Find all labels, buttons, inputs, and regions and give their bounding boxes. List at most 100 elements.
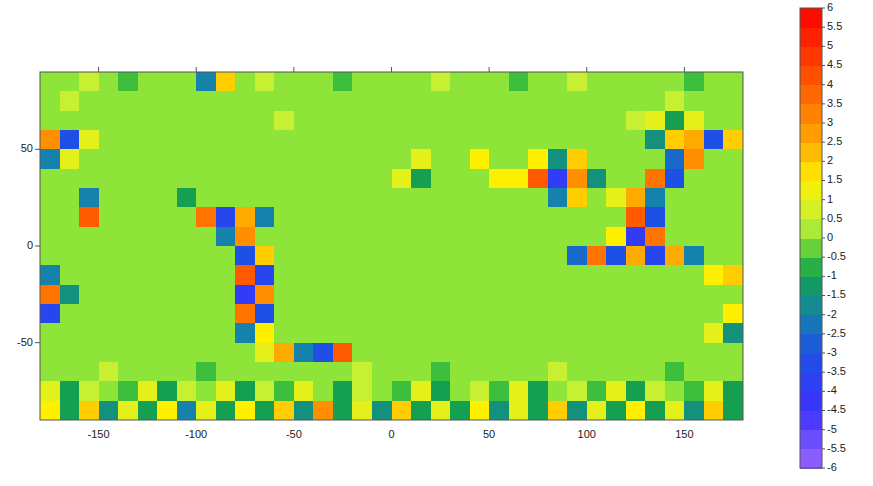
heatmap-cell [313,169,333,189]
heatmap-cell [60,401,80,420]
colorbar-band [800,200,822,220]
heatmap-cell [177,343,197,363]
heatmap-cell [587,72,607,92]
heatmap-cell [99,188,119,208]
heatmap-cell [470,111,490,131]
heatmap-cell [704,304,724,324]
heatmap-cell [138,362,158,382]
heatmap-cell [118,149,138,169]
heatmap-cell [216,323,236,343]
heatmap-cell [470,91,490,111]
heatmap-cell [196,72,216,92]
heatmap-cell [528,111,548,131]
heatmap-cell [567,130,587,150]
heatmap-cell [567,401,587,420]
heatmap-cell [548,130,568,150]
heatmap-cell [470,265,490,285]
heatmap-cell [665,381,685,401]
heatmap-cell [79,111,99,131]
heatmap-cell [352,188,372,208]
heatmap-cell [138,111,158,131]
heatmap-cell [626,91,646,111]
heatmap-cell [723,246,743,266]
heatmap-cell [626,362,646,382]
heatmap-cell [255,362,275,382]
heatmap-cell [723,188,743,208]
x-tick-label: -150 [88,428,110,440]
heatmap-cell [723,130,743,150]
heatmap-cell [548,362,568,382]
heatmap-cell [157,72,177,92]
heatmap-cell [470,362,490,382]
heatmap-cell [548,169,568,189]
heatmap-cell [645,323,665,343]
heatmap-cell [352,401,372,420]
heatmap-cell [567,91,587,111]
heatmap-cell [665,362,685,382]
heatmap-cell [333,343,353,363]
heatmap-cell [489,111,509,131]
heatmap-cell [489,362,509,382]
heatmap-cell [40,111,60,131]
heatmap-cell [294,362,314,382]
heatmap-cell [255,285,275,305]
heatmap-cell [450,149,470,169]
heatmap-cell [235,130,255,150]
heatmap-cell [333,188,353,208]
heatmap-cell [431,72,451,92]
heatmap-cell [684,265,704,285]
heatmap-cell [99,343,119,363]
heatmap-cell [528,381,548,401]
heatmap-cell [196,227,216,247]
heatmap-cell [723,265,743,285]
heatmap-cell [333,246,353,266]
heatmap-cell [157,227,177,247]
heatmap-cell [548,227,568,247]
heatmap-cell [196,323,216,343]
heatmap-cell [40,362,60,382]
colorbar-tick [822,199,825,200]
heatmap-cell [372,207,392,227]
heatmap-cell [274,304,294,324]
heatmap-cell [489,91,509,111]
heatmap-cell [294,188,314,208]
heatmap-cell [333,149,353,169]
heatmap-cell [606,111,626,131]
heatmap-cell [509,285,529,305]
heatmap-cell [606,227,626,247]
heatmap-cell [352,72,372,92]
heatmap-cell [606,265,626,285]
heatmap-cell [470,130,490,150]
heatmap-cell [352,111,372,131]
heatmap-cell [489,285,509,305]
heatmap-cell [470,381,490,401]
colorbar-band [800,8,822,28]
colorbar-tick-label: -2 [827,308,837,320]
heatmap-cell [352,227,372,247]
heatmap-cell [313,381,333,401]
heatmap-cell [548,207,568,227]
heatmap-cell [450,265,470,285]
heatmap-cell [138,323,158,343]
colorbar-tick [822,333,825,334]
heatmap-cell [79,343,99,363]
heatmap-cell [509,304,529,324]
heatmap-cell [411,227,431,247]
colorbar-tick [822,372,825,373]
heatmap-cell [352,149,372,169]
heatmap-cell [138,91,158,111]
heatmap-cell [99,72,119,92]
heatmap-cell [99,207,119,227]
heatmap-cell [626,304,646,324]
heatmap-cell [392,91,412,111]
heatmap-cell [157,91,177,111]
heatmap-cell [235,362,255,382]
heatmap-cell [567,111,587,131]
heatmap-cell [704,149,724,169]
heatmap-cell [177,227,197,247]
heatmap-cell [79,304,99,324]
heatmap-cell [274,91,294,111]
heatmap-cell [372,265,392,285]
heatmap-cell [411,323,431,343]
heatmap-cell [157,265,177,285]
